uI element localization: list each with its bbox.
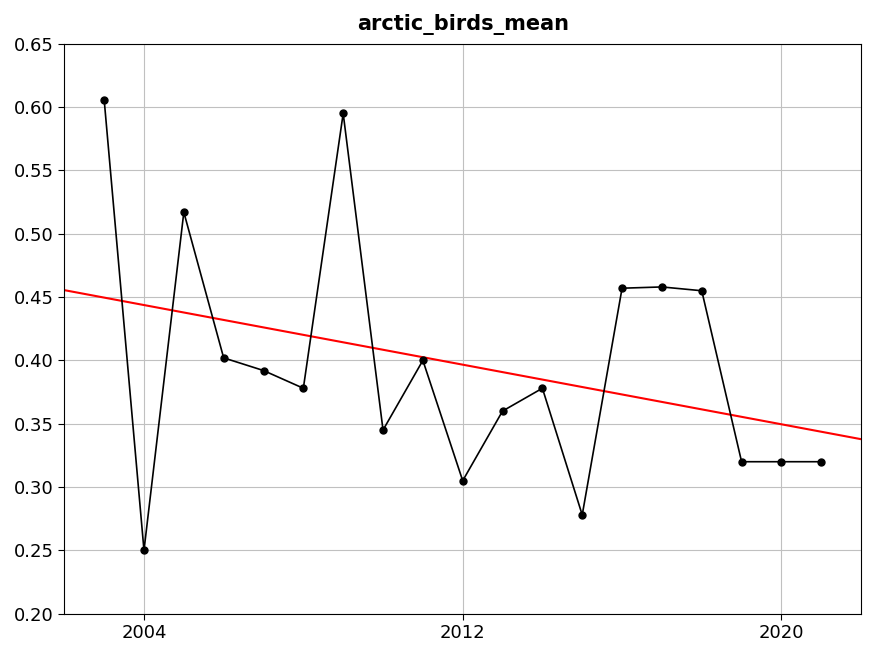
Title: arctic_birds_mean: arctic_birds_mean <box>357 14 569 35</box>
